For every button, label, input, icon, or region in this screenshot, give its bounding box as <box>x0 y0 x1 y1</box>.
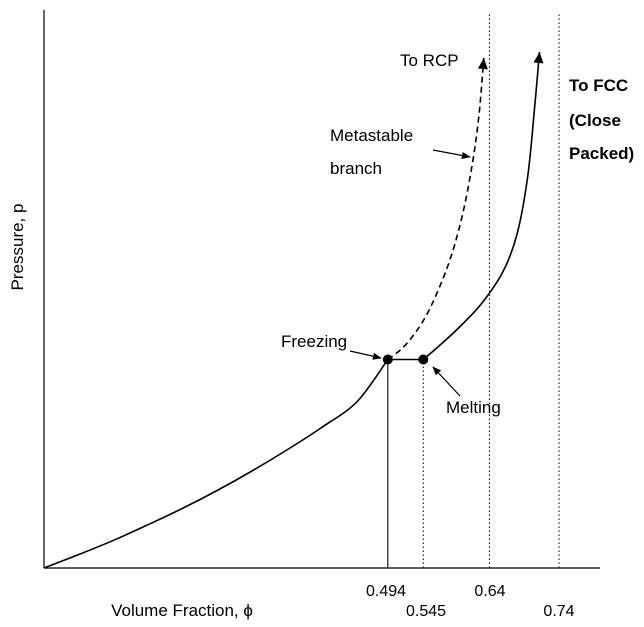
reference-lines <box>387 14 560 568</box>
crystal-branch-line <box>422 51 541 361</box>
freezing-point <box>382 354 393 365</box>
to-fcc-label-2: (Close <box>569 111 621 130</box>
rcp-arrowhead <box>477 58 488 70</box>
y-axis-label: Pressure, p <box>8 204 27 291</box>
metastable-label-1: Metastable <box>330 126 413 145</box>
to-fcc-label-1: To FCC <box>569 76 628 95</box>
series-group <box>43 51 541 569</box>
freezing-arrow <box>349 350 382 360</box>
to-fcc-label-3: Packed) <box>569 144 634 163</box>
x-axis-label: Volume Fraction, ϕ <box>111 601 253 620</box>
x-tick-label-0545: 0.545 <box>406 603 446 620</box>
points-group <box>382 354 429 365</box>
x-tick-label-074: 0.74 <box>543 603 574 620</box>
freezing-label: Freezing <box>281 332 347 351</box>
metastable-arrow <box>432 149 471 160</box>
to-rcp-label: To RCP <box>400 51 459 70</box>
melting-label: Melting <box>446 398 501 417</box>
metastable-branch-line <box>387 57 485 361</box>
x-tick-label-0494: 0.494 <box>366 583 406 600</box>
fluid-branch-line <box>43 359 389 569</box>
fcc-arrowhead <box>533 52 544 64</box>
melting-arrow <box>432 366 461 397</box>
metastable-label-2: branch <box>330 159 382 178</box>
melting-point <box>418 354 429 365</box>
x-tick-label-064: 0.64 <box>474 583 505 600</box>
